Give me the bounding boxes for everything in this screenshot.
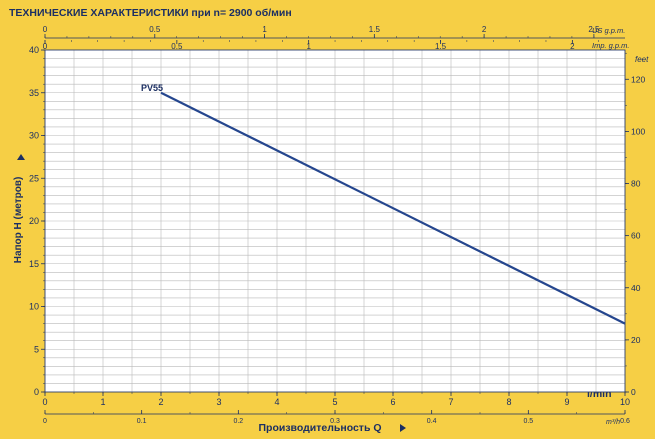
y-axis-arrow (17, 154, 25, 160)
y2-tick-label: 40 (631, 283, 641, 293)
x-m3h-tick-label: 0.4 (427, 418, 437, 425)
y-tick-label: 15 (29, 259, 39, 269)
y2-tick-label: 80 (631, 179, 641, 189)
y-tick-label: 25 (29, 173, 39, 183)
x-tick-label: 4 (274, 397, 279, 407)
x-unit-m3h: m³/h (606, 419, 620, 426)
x-tick-label: 0 (42, 397, 47, 407)
y-tick-label: 35 (29, 88, 39, 98)
y-tick-label: 20 (29, 216, 39, 226)
y2-tick-label: 60 (631, 231, 641, 241)
x-imp-gpm-tick-label: 1.5 (435, 42, 447, 51)
y-axis-title: Напор H (метров) (13, 177, 24, 264)
x-us-gpm-tick-label: 2 (482, 25, 487, 34)
x-tick-label: 6 (390, 397, 395, 407)
y-tick-label: 10 (29, 302, 39, 312)
y2-tick-label: 0 (631, 387, 636, 397)
y2-tick-label: 100 (631, 126, 645, 136)
x-imp-gpm-tick-label: 2 (570, 42, 575, 51)
y2-tick-label: 20 (631, 335, 641, 345)
y-tick-label: 40 (29, 45, 39, 55)
feet-axis-label: feet (635, 55, 649, 64)
imp-gpm-axis-label: Imp. g.p.m. (592, 41, 630, 50)
x-m3h-tick-label: 0.3 (330, 418, 340, 425)
y-tick-label: 0 (34, 387, 39, 397)
chart-title: ТЕХНИЧЕСКИЕ ХАРАКТЕРИСТИКИ при n= 2900 о… (9, 7, 292, 19)
x-us-gpm-tick-label: 2.5 (588, 25, 600, 34)
x-tick-label: 9 (564, 397, 569, 407)
us-gpm-axis-label: US g.p.m. (592, 26, 625, 35)
x-us-gpm-tick-label: 1 (262, 25, 267, 34)
y-tick-label: 30 (29, 131, 39, 141)
x-us-gpm-tick-label: 1.5 (369, 25, 381, 34)
x-imp-gpm-tick-label: 0.5 (171, 42, 183, 51)
x-tick-label: 3 (216, 397, 221, 407)
series-line-pv55 (160, 91, 626, 325)
x-tick-label: 2 (158, 397, 163, 407)
x-axis-arrow (400, 424, 406, 432)
x-tick-label: 5 (332, 397, 337, 407)
x-m3h-tick-label: 0.1 (137, 418, 147, 425)
x-imp-gpm-tick-label: 0 (43, 42, 48, 51)
x-m3h-tick-label: 0.6 (620, 418, 630, 425)
x-m3h-tick-label: 0.5 (523, 418, 533, 425)
y-tick-label: 5 (34, 344, 39, 354)
x-axis-title: Производительность Q (258, 422, 381, 434)
x-tick-label: 1 (100, 397, 105, 407)
y2-tick-label: 120 (631, 74, 645, 84)
x-m3h-tick-label: 0.2 (233, 418, 243, 425)
x-tick-label: 10 (620, 397, 630, 407)
x-imp-gpm-tick-label: 1 (306, 42, 311, 51)
x-tick-label: 7 (448, 397, 453, 407)
x-m3h-tick-label: 0 (43, 418, 47, 425)
x-us-gpm-tick-label: 0 (43, 25, 48, 34)
x-tick-label: 8 (506, 397, 511, 407)
grid-lines (44, 49, 626, 393)
series-label-pv55: PV55 (141, 83, 163, 93)
x-us-gpm-tick-label: 0.5 (149, 25, 161, 34)
series-layer: PV55 (141, 83, 626, 325)
